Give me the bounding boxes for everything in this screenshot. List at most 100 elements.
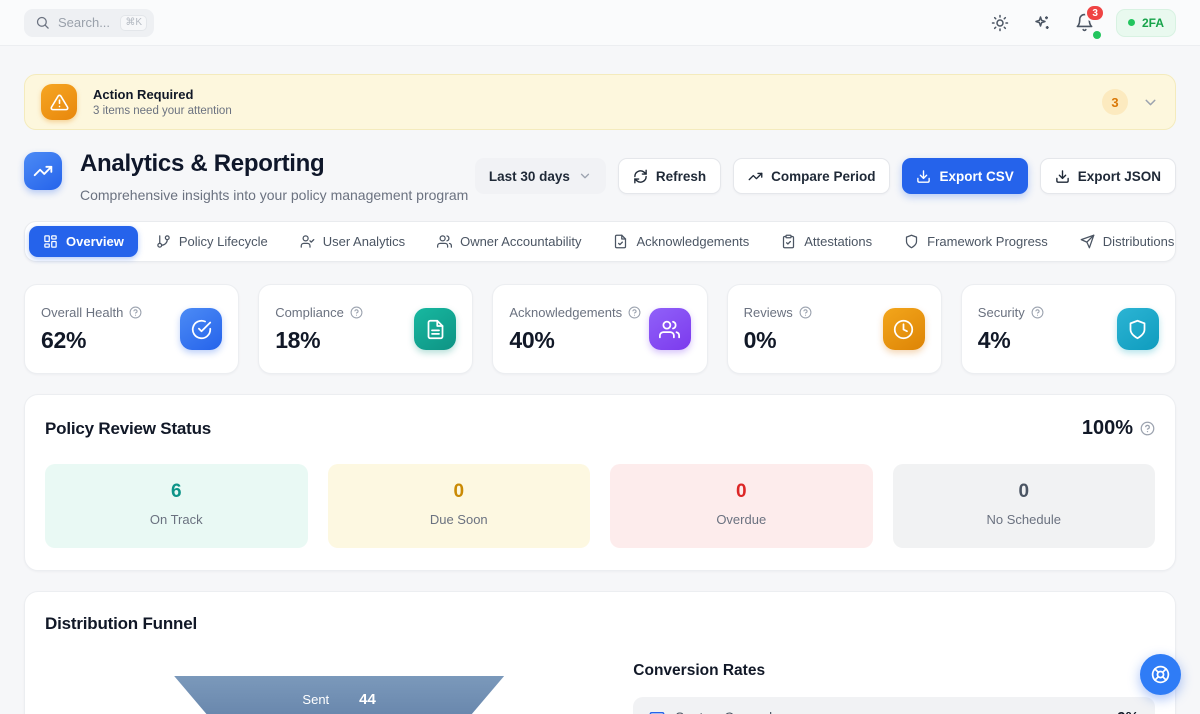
user-icon (300, 234, 315, 249)
help-circle-icon[interactable] (129, 306, 142, 319)
conversion-row-sent-opened: Sent → Opened 9% (633, 697, 1155, 714)
help-circle-icon[interactable] (1140, 421, 1155, 436)
stat-value: 4% (977, 326, 1011, 353)
mail-icon (649, 710, 665, 714)
stat-value: 0% (743, 326, 777, 353)
panel-title: Distribution Funnel (45, 614, 198, 633)
policy-review-status-panel: Policy Review Status 100% 6 On Track 0 D… (24, 394, 1176, 571)
tab-framework-progress[interactable]: Framework Progress (890, 226, 1062, 257)
review-label: Due Soon (429, 512, 488, 527)
tab-label: Owner Accountability (460, 234, 582, 249)
git-branch-icon (156, 234, 171, 249)
dashboard-grid-icon (43, 234, 58, 249)
tab-label: User Analytics (322, 234, 406, 249)
page-header: Analytics & Reporting Comprehensive insi… (24, 150, 1176, 203)
funnel-stage-value: 44 (359, 691, 376, 708)
mfa-enabled-dot (1127, 19, 1135, 26)
tab-overview[interactable]: Overview (29, 226, 138, 257)
review-label: No Schedule (986, 512, 1061, 527)
distribution-funnel-panel: Distribution Funnel Sent 44 Conversion R… (24, 591, 1176, 714)
clipboard-check-icon (781, 234, 796, 249)
date-range-select[interactable]: Last 30 days (474, 158, 606, 194)
help-circle-icon[interactable] (350, 306, 363, 319)
page-subtitle: Comprehensive insights into your policy … (80, 187, 469, 203)
title-block: Analytics & Reporting Comprehensive insi… (24, 150, 468, 203)
stat-cards-row: Overall Health 62% Compliance (24, 284, 1176, 374)
action-required-banner[interactable]: Action Required 3 items need your attent… (24, 74, 1176, 130)
review-label: On Track (149, 512, 203, 527)
tab-owner-accountability[interactable]: Owner Accountability (423, 226, 595, 257)
stat-label: Compliance (275, 304, 344, 320)
download-icon (1055, 169, 1070, 184)
chevron-down-icon (578, 169, 592, 183)
tab-label: Overview (66, 234, 124, 249)
support-button[interactable] (1140, 654, 1181, 695)
analytics-tabs: Overview Policy Lifecycle User Analytics… (24, 221, 1176, 262)
stat-card-reviews: Reviews 0% (726, 284, 942, 374)
help-circle-icon[interactable] (799, 306, 812, 319)
send-icon (1080, 234, 1095, 249)
export-csv-button[interactable]: Export CSV (902, 158, 1028, 194)
compare-period-button[interactable]: Compare Period (733, 158, 891, 194)
review-box-overdue: 0 Overdue (610, 464, 873, 548)
tab-policy-lifecycle[interactable]: Policy Lifecycle (142, 226, 282, 257)
main-content: Action Required 3 items need your attent… (0, 46, 1200, 714)
tab-label: Distributions (1102, 234, 1175, 249)
review-label: Overdue (716, 512, 767, 527)
export-json-button[interactable]: Export JSON (1039, 158, 1176, 194)
notifications-button[interactable]: 3 (1073, 4, 1105, 39)
tab-distributions[interactable]: Distributions (1066, 226, 1189, 257)
banner-text: Action Required 3 items need your attent… (93, 87, 232, 117)
file-text-icon (414, 308, 457, 350)
review-count: 0 (735, 481, 747, 502)
lifebuoy-icon (1150, 664, 1171, 685)
search-icon (35, 15, 50, 30)
banner-title: Action Required (93, 87, 194, 102)
help-circle-icon[interactable] (628, 306, 641, 319)
date-range-value: Last 30 days (488, 168, 570, 184)
ai-assistant-button[interactable] (1031, 12, 1053, 34)
refresh-label: Refresh (655, 168, 707, 184)
tab-label: Framework Progress (927, 234, 1048, 249)
search-input[interactable]: Search... ⌘K (24, 8, 154, 37)
shield-icon (1116, 308, 1159, 350)
banner-count-badge: 3 (1102, 89, 1128, 115)
tab-label: Attestations (804, 234, 873, 249)
review-box-on-track: 6 On Track (45, 464, 308, 548)
stat-card-security: Security 4% (960, 284, 1176, 374)
chevron-down-icon[interactable] (1142, 94, 1159, 111)
users-icon (648, 308, 691, 350)
help-circle-icon[interactable] (1031, 306, 1044, 319)
stat-value: 40% (509, 326, 555, 353)
conversion-label: Sent → Opened (675, 710, 772, 714)
stat-label: Acknowledgements (509, 304, 623, 320)
review-box-no-schedule: 0 No Schedule (892, 464, 1155, 548)
clock-icon (882, 308, 925, 350)
funnel-stage-label: Sent (302, 692, 330, 707)
stat-card-compliance: Compliance 18% (258, 284, 474, 374)
funnel-chart: Sent 44 (45, 646, 633, 714)
export-csv-label: Export CSV (939, 168, 1014, 184)
review-status-grid: 6 On Track 0 Due Soon 0 Overdue 0 No Sch… (45, 464, 1155, 548)
refresh-button[interactable]: Refresh (617, 158, 722, 194)
topbar: Search... ⌘K 3 2FA (0, 0, 1200, 46)
stat-card-acknowledgements: Acknowledgements 40% (492, 284, 708, 374)
stat-label: Overall Health (41, 304, 124, 320)
review-count: 0 (1018, 481, 1030, 502)
check-circle-icon (180, 308, 223, 350)
search-shortcut-badge: ⌘K (120, 14, 147, 31)
conversion-value: 9% (1117, 709, 1139, 714)
header-actions: Last 30 days Refresh Compare Period (474, 158, 1176, 194)
warning-icon (41, 84, 77, 120)
tab-user-analytics[interactable]: User Analytics (286, 226, 419, 257)
topbar-actions: 3 2FA (989, 4, 1176, 39)
search-placeholder: Search... (58, 15, 111, 30)
tab-acknowledgements[interactable]: Acknowledgements (599, 226, 763, 257)
review-box-due-soon: 0 Due Soon (327, 464, 590, 548)
export-json-label: Export JSON (1077, 168, 1161, 184)
panel-title: Policy Review Status (45, 418, 212, 438)
stat-card-overall-health: Overall Health 62% (24, 284, 240, 374)
tab-attestations[interactable]: Attestations (767, 226, 886, 257)
banner-right: 3 (1102, 89, 1159, 115)
theme-toggle-button[interactable] (989, 12, 1011, 34)
